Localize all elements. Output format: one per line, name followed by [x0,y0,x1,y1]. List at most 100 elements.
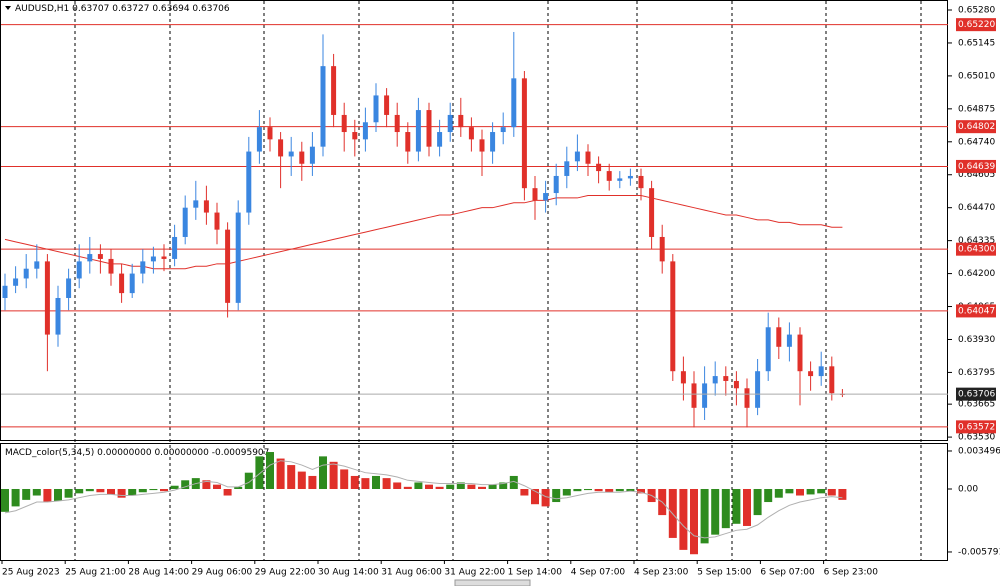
macd-bar [414,482,423,489]
high: 0.63727 [112,4,149,14]
candle-body [172,236,178,259]
macd-header: MACD_color(5,34,5) 0.00000000 0.00000000… [5,448,269,458]
candle-body [659,236,665,262]
macd-bar [562,488,571,496]
macd-title: MACD_color(5,34,5) [5,448,94,458]
candle-body [309,146,315,164]
macd-bar [764,488,773,503]
candle-body [680,371,686,384]
candle-body [437,132,443,147]
candle-body [500,127,506,133]
macd-bar [297,471,306,489]
candle-body [278,139,284,157]
candle-body [458,114,464,128]
candle-body [150,256,156,262]
candle-body [299,151,305,164]
candle-body [108,258,114,274]
candle-body [373,95,379,123]
candle-body [203,200,209,213]
macd-bar [202,480,211,489]
candle-body [627,175,633,179]
candle-body [256,127,262,152]
readout: -0.00095907 [212,448,270,458]
macd-bar [361,478,370,489]
x-tick-label: 25 Aug 2023 [2,568,60,578]
macd-bar [32,488,41,496]
menu-arrow[interactable] [5,6,11,10]
macd-bar [679,488,688,550]
macd-bar [160,488,168,492]
candle-body [617,178,623,181]
macd-bar [393,482,402,489]
candle-body [744,388,750,408]
candle-body [712,376,718,384]
x-tick-label: 1 Sep 14:00 [508,568,563,578]
price-panel [0,0,948,441]
candle-body [702,383,708,408]
candle-body [670,261,676,372]
candle-body [468,127,474,140]
candle-body [521,78,527,189]
macd-bar [456,482,465,489]
scrollbar[interactable] [454,579,531,586]
macd-bar [223,488,232,496]
macd-bar [690,488,698,555]
candle-body [76,261,82,279]
macd-bar [796,488,804,496]
macd-bar [181,480,190,489]
macd-bar [213,484,221,489]
macd-bar [329,461,338,489]
candle-body [479,139,485,152]
macd-bar [350,475,359,489]
y-tick-label: 0.64875 [958,104,995,114]
low: 0.63694 [152,4,189,14]
macd-bar [785,488,794,494]
y-tick-label: -0.0057913 [958,547,1000,557]
candle-body [574,151,580,162]
candle-body [638,175,644,189]
macd-bar [711,488,720,535]
macd-bar [319,456,327,489]
y-tick-label: 0.63795 [958,368,995,378]
candle-body [606,171,612,181]
candle-body [723,376,729,381]
candle-body [649,188,655,237]
x-tick-label: 29 Aug 06:00 [192,568,253,578]
macd-bar [138,488,147,493]
candle-body [331,66,337,115]
macd-bar [817,488,826,494]
level-label: 0.64300 [958,245,995,255]
y-tick-label: 0.00 [958,484,978,494]
last-price-label: 0.63706 [958,390,995,400]
candle-body [2,285,8,298]
level-label: 0.64047 [958,306,995,316]
candle-body [352,132,358,140]
candle-body [214,212,220,230]
candle-body [66,278,72,298]
candle-body [543,193,549,201]
candle-body [225,229,231,303]
macd-bar [128,488,137,496]
macd-bar [573,488,582,492]
symbol-header: AUDUSD,H1 0.63707 0.63727 0.63694 0.6370… [15,4,230,14]
y-tick-label: 0.63530 [958,433,995,443]
macd-bar [838,488,847,500]
x-tick-label: 25 Aug 21:00 [65,568,126,578]
macd-panel [0,443,948,561]
level-label-box [956,18,996,32]
x-tick-label: 29 Aug 22:00 [255,568,316,578]
macd-bar [435,486,444,489]
candle-body [97,254,103,259]
y-tick-label: 0.64470 [958,203,995,213]
macd-bar [340,469,349,489]
level-label: 0.64802 [958,122,995,132]
macd-bar [308,475,317,489]
x-tick-label: 28 Aug 14:00 [128,568,189,578]
macd-bar [721,488,730,529]
candle-body [553,175,559,194]
macd-bar [234,486,243,489]
candle-body [585,151,591,164]
x-tick-label: 5 Sep 15:00 [697,568,752,578]
y-tick-label: 0.63930 [958,335,995,345]
